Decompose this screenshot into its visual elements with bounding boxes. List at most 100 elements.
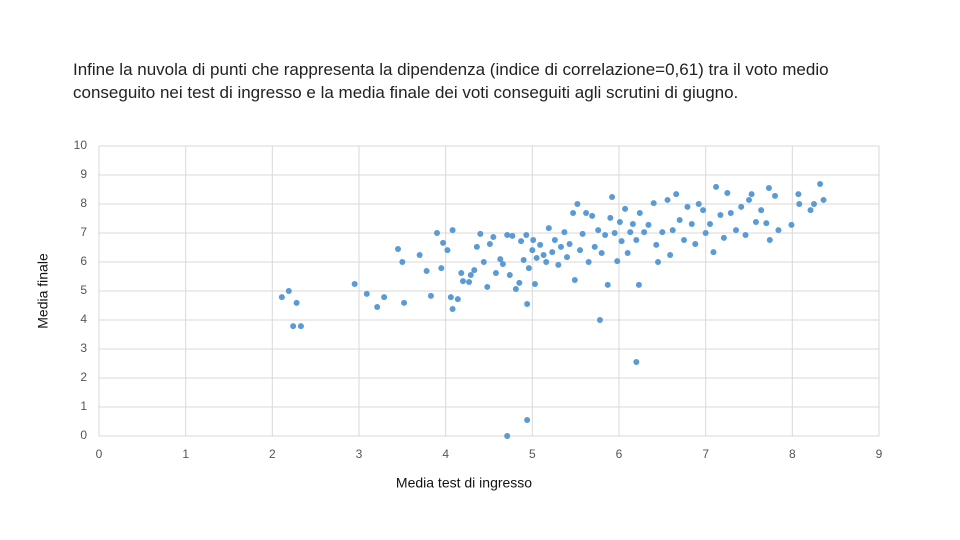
point xyxy=(401,299,408,306)
point xyxy=(795,191,802,198)
point xyxy=(471,267,478,274)
point xyxy=(460,278,466,285)
point xyxy=(490,234,497,241)
point xyxy=(622,205,629,212)
point xyxy=(447,294,454,301)
point xyxy=(545,225,552,232)
point xyxy=(499,261,506,268)
point xyxy=(416,252,423,259)
point xyxy=(427,292,434,299)
point xyxy=(720,234,727,241)
point xyxy=(530,236,537,243)
point xyxy=(627,229,634,236)
point xyxy=(477,230,484,237)
point xyxy=(363,290,370,297)
point xyxy=(624,250,631,257)
point xyxy=(549,249,556,256)
x-tick-label: 2 xyxy=(269,447,276,461)
point xyxy=(596,317,603,323)
point xyxy=(458,270,465,277)
point xyxy=(629,221,636,228)
point xyxy=(574,201,581,207)
point xyxy=(516,279,523,286)
point xyxy=(684,203,691,210)
point xyxy=(543,259,550,265)
point xyxy=(293,299,300,306)
point xyxy=(746,196,752,203)
point xyxy=(614,258,621,265)
point xyxy=(480,259,487,265)
point xyxy=(636,209,643,216)
y-tick-label: 2 xyxy=(80,370,87,384)
point xyxy=(297,323,304,330)
point xyxy=(653,241,660,248)
x-tick-label: 9 xyxy=(876,447,883,461)
point xyxy=(557,243,564,250)
point xyxy=(748,191,755,198)
point xyxy=(449,227,456,234)
point xyxy=(454,296,461,303)
point xyxy=(589,212,596,219)
point xyxy=(667,252,674,259)
x-tick-label: 8 xyxy=(789,447,796,461)
point xyxy=(492,270,499,277)
point xyxy=(529,247,536,254)
point xyxy=(763,220,770,227)
point xyxy=(607,214,614,221)
y-tick-label: 3 xyxy=(80,341,87,355)
point xyxy=(633,236,640,243)
point xyxy=(423,267,430,274)
point xyxy=(290,323,297,330)
point xyxy=(484,283,491,290)
point xyxy=(577,247,583,254)
y-tick-label: 8 xyxy=(80,196,87,210)
point xyxy=(351,281,358,288)
point xyxy=(611,230,618,236)
point xyxy=(533,254,540,261)
point xyxy=(438,265,445,272)
point xyxy=(635,281,642,288)
point xyxy=(523,232,530,239)
point xyxy=(602,232,609,239)
point xyxy=(571,276,578,283)
point xyxy=(676,216,683,223)
point xyxy=(440,239,447,246)
point xyxy=(717,212,724,219)
point xyxy=(551,236,558,243)
point xyxy=(564,254,570,261)
point xyxy=(466,279,473,286)
point xyxy=(673,191,680,198)
point xyxy=(395,245,401,252)
point xyxy=(525,265,532,272)
point xyxy=(713,183,720,190)
point xyxy=(664,196,671,203)
chart-title: Infine la nuvola di punti che rappresent… xyxy=(73,60,829,102)
y-tick-label: 5 xyxy=(80,283,87,297)
point xyxy=(772,192,778,199)
point xyxy=(570,209,577,216)
point xyxy=(700,207,707,214)
point xyxy=(381,294,388,301)
point xyxy=(399,259,406,265)
point xyxy=(633,359,640,366)
x-tick-label: 6 xyxy=(616,447,623,461)
point xyxy=(766,236,773,243)
x-tick-label: 1 xyxy=(182,447,189,461)
point xyxy=(506,272,513,279)
point xyxy=(540,252,547,259)
point xyxy=(695,201,702,207)
y-tick-label: 7 xyxy=(80,225,87,239)
y-tick-label: 4 xyxy=(80,312,87,326)
point xyxy=(655,259,661,265)
point xyxy=(531,281,538,288)
point xyxy=(524,417,531,424)
point xyxy=(434,230,440,236)
point xyxy=(595,227,602,234)
point xyxy=(598,250,605,257)
point xyxy=(604,281,611,288)
point xyxy=(807,207,814,214)
point xyxy=(645,221,652,228)
point xyxy=(681,236,687,243)
